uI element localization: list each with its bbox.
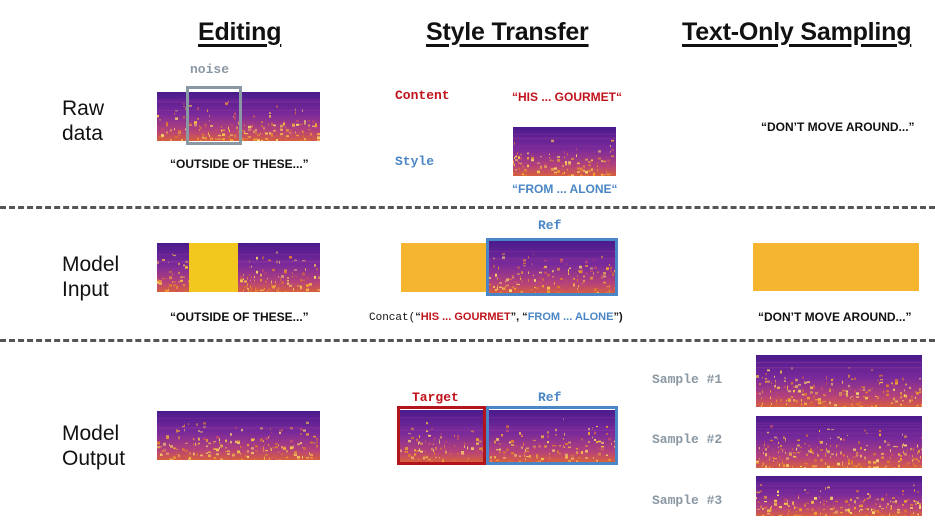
text-only-input-placeholder [753,243,919,291]
text-only-raw-caption: “DON’T MOVE AROUND...” [761,120,915,134]
header-style-transfer: Style Transfer [426,18,589,46]
ref-label-input: Ref [538,218,562,233]
noise-label: noise [190,62,230,77]
style-label: Style [395,154,435,169]
concat-content-text: HIS ... GOURMET [420,311,511,323]
row-label-model-output: Model Output [62,421,125,471]
style-output-spectrogram [400,410,616,462]
editing-raw-caption: “OUTSIDE OF THESE...” [170,157,309,171]
style-input-target-placeholder [401,243,488,292]
ref-label-output: Ref [538,390,562,405]
content-label: Content [395,88,450,103]
sample-2-spectrogram [756,416,922,468]
header-text-only-sampling: Text-Only Sampling [682,18,912,46]
sample-1-label: Sample #1 [652,372,723,387]
concat-caption: Concat(“HIS ... GOURMET”, “FROM ... ALON… [369,311,623,324]
target-box [397,406,486,465]
concat-open: “ [415,311,421,323]
concat-close: ”) [613,311,623,323]
style-raw-spectrogram [513,127,616,176]
style-input-ref-spectrogram [488,241,616,294]
content-text: “HIS ... GOURMET“ [512,90,623,104]
row-label-input-line1: Model [62,253,120,276]
concat-style-text: FROM ... ALONE [527,311,614,323]
divider-2 [0,339,935,342]
style-text: “FROM ... ALONE“ [512,182,618,196]
concat-mid: ”, “ [510,311,528,323]
editing-raw-spectrogram [157,92,320,141]
row-label-raw-line2: data [62,122,103,145]
row-label-output-line2: Output [62,447,126,470]
editing-masked-region [189,243,238,292]
editing-input-spectrogram [157,243,320,292]
row-label-raw-data: Raw data [62,96,104,146]
noise-box [186,86,242,145]
row-label-model-input: Model Input [62,252,119,302]
row-label-output-line1: Model [62,422,120,445]
sample-3-label: Sample #3 [652,493,723,508]
target-label: Target [412,390,459,405]
header-editing: Editing [198,18,282,46]
sample-3-spectrogram [756,476,922,516]
concat-prefix: Concat( [369,312,416,324]
ref-box-input [486,238,618,296]
row-label-raw-line1: Raw [62,97,105,120]
editing-output-spectrogram [157,411,320,460]
row-label-input-line2: Input [62,278,109,301]
editing-input-caption: “OUTSIDE OF THESE...” [170,310,309,324]
sample-2-label: Sample #2 [652,432,723,447]
ref-box-output [486,406,618,465]
divider-1 [0,206,935,209]
sample-1-spectrogram [756,355,922,407]
text-only-input-caption: “DON’T MOVE AROUND...” [758,310,912,324]
